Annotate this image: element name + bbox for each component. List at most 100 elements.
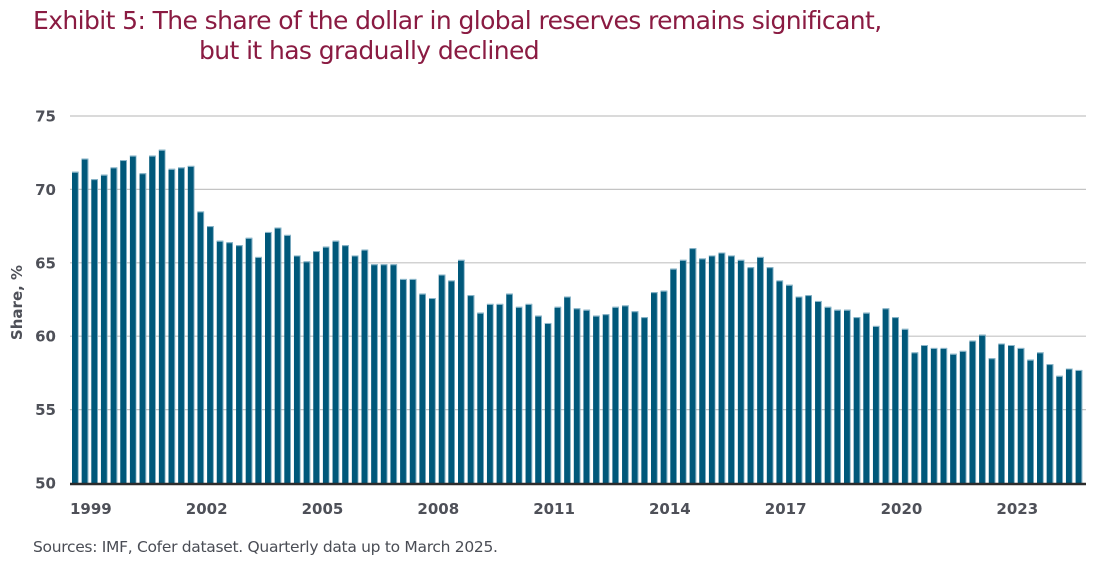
bar-top-edge bbox=[419, 293, 426, 295]
bar-rect bbox=[274, 227, 282, 483]
bar-edge bbox=[714, 255, 716, 483]
bar-edge bbox=[155, 155, 156, 484]
bar-rect bbox=[998, 343, 1005, 483]
bar bbox=[535, 315, 542, 483]
bar-rect bbox=[815, 300, 822, 483]
bar-rect bbox=[969, 340, 977, 483]
bar-edge bbox=[222, 240, 224, 483]
bar-rect bbox=[795, 296, 803, 483]
bar bbox=[805, 295, 812, 483]
bar-top-edge bbox=[795, 296, 803, 298]
bar-rect bbox=[728, 255, 735, 483]
bar bbox=[921, 345, 928, 483]
bar-edge bbox=[1013, 345, 1015, 483]
bar-rect bbox=[863, 312, 870, 483]
bar bbox=[901, 328, 909, 483]
y-tick-label: 70 bbox=[35, 181, 56, 199]
y-tick-label: 75 bbox=[35, 108, 56, 126]
bar-edge bbox=[1052, 364, 1054, 483]
bar-edge bbox=[405, 278, 407, 483]
bar bbox=[872, 325, 880, 483]
bar-top-edge bbox=[149, 155, 156, 157]
bar-top-edge bbox=[400, 278, 407, 280]
bar-top-edge bbox=[438, 274, 446, 276]
bar-top-edge bbox=[380, 264, 388, 266]
bar bbox=[467, 295, 475, 483]
bar-rect bbox=[371, 264, 378, 483]
bar-top-edge bbox=[1027, 359, 1034, 361]
x-tick-label: 2011 bbox=[533, 500, 575, 518]
bar bbox=[612, 306, 619, 483]
bar-edge bbox=[569, 296, 571, 483]
bar-rect bbox=[544, 322, 552, 483]
bar-edge bbox=[77, 171, 79, 483]
bar bbox=[1027, 359, 1034, 483]
bar-rect bbox=[1008, 345, 1015, 483]
bar-top-edge bbox=[728, 255, 735, 257]
bar bbox=[863, 312, 870, 483]
bar-rect bbox=[1017, 347, 1025, 483]
y-tick-label: 65 bbox=[35, 254, 56, 272]
bar bbox=[265, 231, 272, 483]
bar bbox=[438, 274, 446, 483]
bar-rect bbox=[844, 309, 851, 483]
chart-title: Exhibit 5: The share of the dollar in gl… bbox=[33, 6, 1093, 66]
bar-edge bbox=[656, 292, 658, 483]
bar bbox=[911, 352, 919, 483]
bar-edge bbox=[164, 149, 166, 484]
bar-top-edge bbox=[631, 311, 639, 313]
bar-top-edge bbox=[72, 171, 79, 173]
bar-rect bbox=[390, 264, 398, 483]
bar bbox=[1037, 352, 1044, 483]
bar-top-edge bbox=[988, 358, 996, 360]
bar-edge bbox=[936, 347, 938, 483]
bar bbox=[129, 155, 137, 484]
bar-top-edge bbox=[766, 267, 774, 269]
bar-edge bbox=[1071, 368, 1073, 483]
bar-top-edge bbox=[544, 322, 552, 324]
bar-top-edge bbox=[612, 306, 619, 308]
bar-top-edge bbox=[622, 305, 629, 307]
bar-edge bbox=[927, 345, 928, 483]
bar-edge bbox=[241, 245, 243, 483]
bar-top-edge bbox=[496, 303, 504, 305]
bar bbox=[573, 308, 581, 483]
x-tick-label: 2023 bbox=[996, 500, 1038, 518]
bar-edge bbox=[473, 295, 475, 483]
bar bbox=[400, 278, 407, 483]
bar-rect bbox=[139, 173, 147, 483]
bar bbox=[1046, 364, 1054, 483]
bar-top-edge bbox=[1065, 368, 1073, 370]
bar-edge bbox=[203, 211, 205, 484]
bar-top-edge bbox=[187, 165, 195, 167]
bar-rect bbox=[757, 256, 764, 483]
bar-edge bbox=[598, 315, 600, 483]
bar-top-edge bbox=[506, 293, 513, 295]
bar bbox=[284, 234, 291, 483]
bar bbox=[110, 167, 118, 483]
chart-title-line-1: Exhibit 5: The share of the dollar in gl… bbox=[33, 6, 882, 35]
bar-rect bbox=[747, 267, 755, 483]
bar bbox=[293, 255, 301, 483]
bar-top-edge bbox=[660, 290, 668, 292]
x-tick-label: 2014 bbox=[649, 500, 691, 518]
bar-rect bbox=[959, 350, 967, 483]
bar-edge bbox=[695, 248, 697, 483]
bar-edge bbox=[994, 358, 996, 483]
bar-rect bbox=[660, 290, 668, 483]
bar-edge bbox=[454, 280, 455, 483]
bar bbox=[477, 312, 484, 483]
bar-edge bbox=[415, 278, 417, 483]
bar-rect bbox=[882, 308, 890, 483]
bar bbox=[371, 264, 378, 483]
bar-top-edge bbox=[757, 256, 764, 258]
bar-rect bbox=[197, 211, 205, 484]
bar-edge bbox=[396, 264, 398, 483]
bar-edge bbox=[734, 255, 735, 483]
bar-edge bbox=[676, 268, 677, 483]
bar bbox=[544, 322, 552, 483]
bar bbox=[168, 168, 176, 483]
bar-rect bbox=[940, 347, 948, 483]
bar bbox=[197, 211, 205, 484]
bar-rect bbox=[168, 168, 176, 483]
